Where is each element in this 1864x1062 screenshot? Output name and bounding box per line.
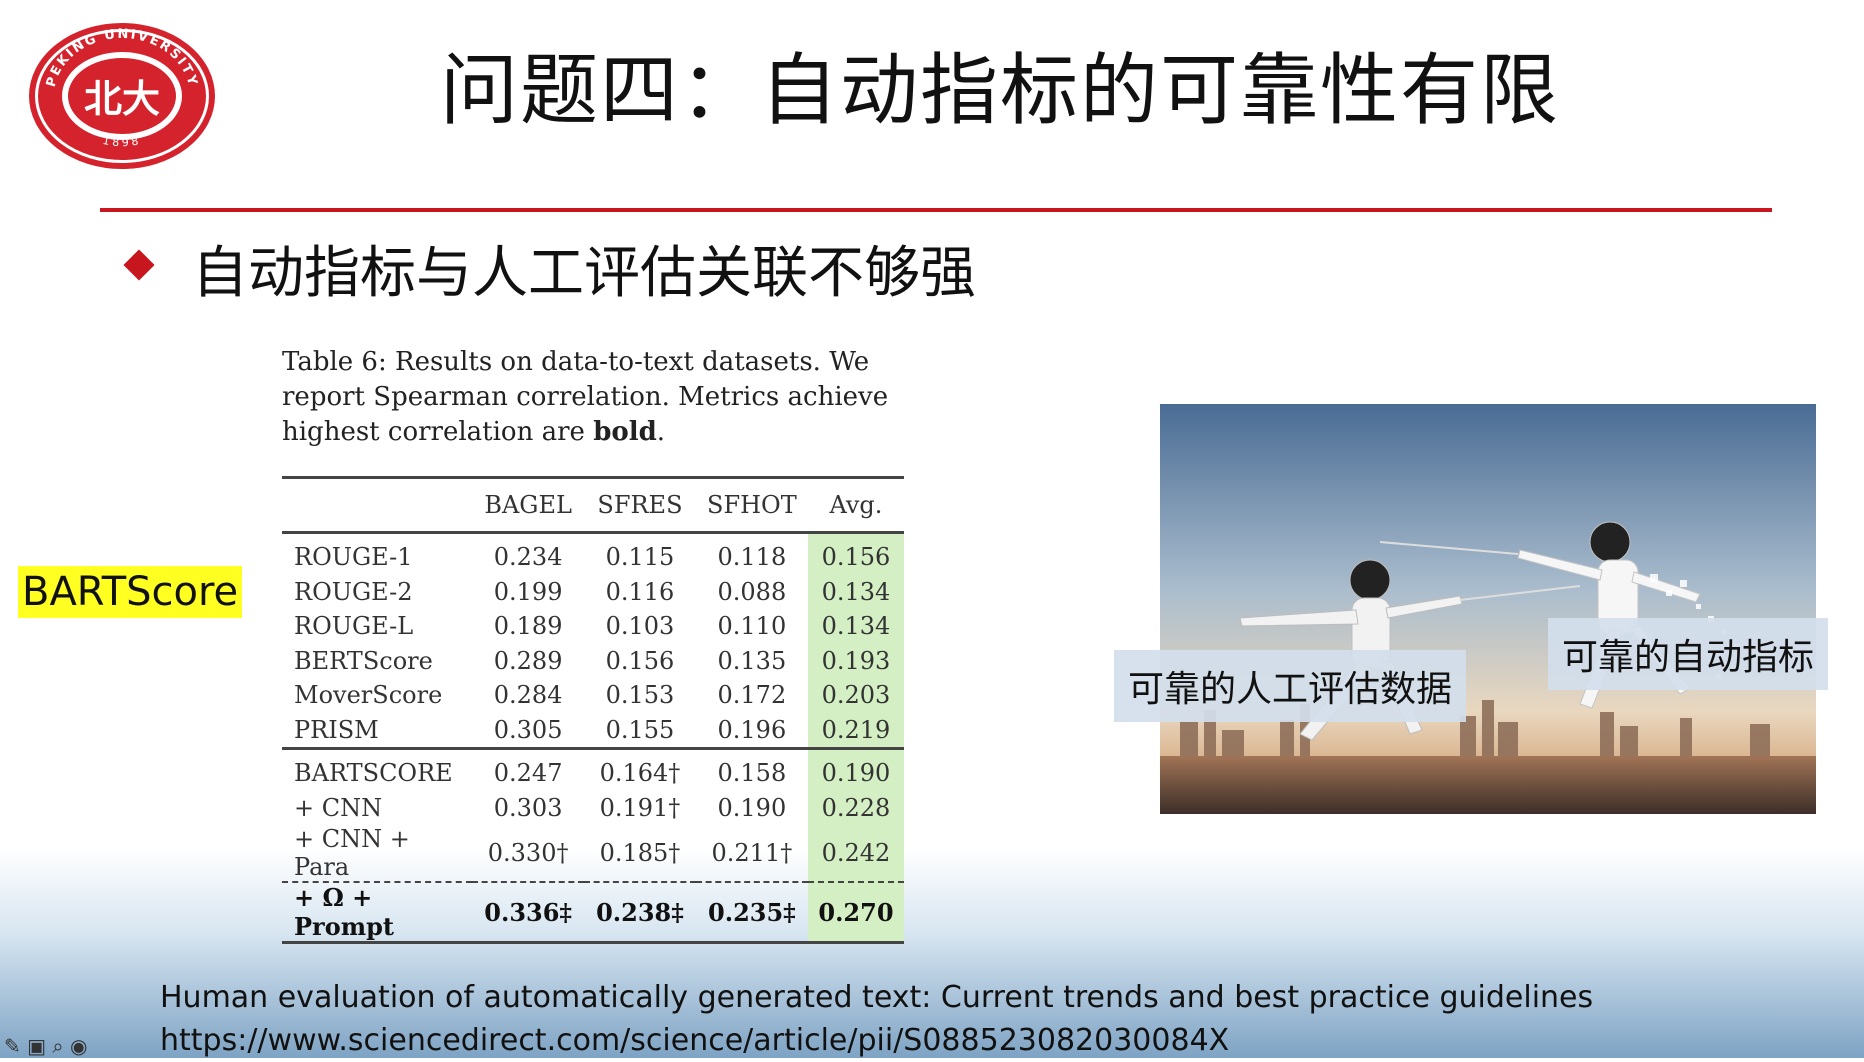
sfhot-value: 0.118	[717, 543, 787, 572]
reference-title: Human evaluation of automatically genera…	[160, 980, 1594, 1015]
bagel-value: 0.284	[493, 681, 563, 710]
table-row: BERTScore 0.289 0.156 0.135 0.193	[282, 643, 904, 678]
table-row: ROUGE-2 0.199 0.116 0.088 0.134	[282, 574, 904, 609]
sfhot-value: 0.135	[717, 646, 787, 675]
table-header-row: BAGEL SFRES SFHOT Avg.	[282, 476, 904, 534]
avg-value: 0.219	[807, 712, 904, 749]
header-empty	[282, 476, 473, 534]
sfhot-value: 0.172	[717, 681, 787, 710]
table-row: + CNN 0.303 0.191† 0.190 0.228	[282, 790, 904, 825]
bullet-text: 自动指标与人工评估关联不够强	[192, 241, 976, 306]
slide-title: 问题四：自动指标的可靠性有限	[440, 46, 1561, 136]
bagel-value: 0.199	[493, 577, 563, 606]
avg-value: 0.228	[807, 790, 904, 825]
label-human-eval: 可靠的人工评估数据	[1114, 650, 1467, 722]
logo-center-glyph: 北大	[84, 77, 160, 121]
metric-name: ROUGE-1	[294, 543, 413, 572]
sfhot-value: 0.190	[717, 793, 787, 822]
label-auto-metric: 可靠的自动指标	[1548, 618, 1829, 690]
sfhot-value: 0.158	[695, 747, 808, 791]
metric-name: BERTScore	[294, 646, 433, 675]
sfres-value: 0.164†	[584, 747, 696, 791]
avg-value: 0.203	[807, 678, 904, 713]
bagel-value: 0.303	[493, 793, 563, 822]
header-sfres: SFRES	[584, 476, 696, 534]
bagel-value: 0.234	[493, 543, 563, 572]
table-row: + CNN + Para 0.330† 0.185† 0.211† 0.242	[282, 825, 904, 883]
bagel-value: 0.336‡	[472, 882, 585, 944]
sfhot-value: 0.196	[717, 715, 787, 744]
metric-name: + Ω + Prompt	[282, 882, 473, 944]
bagel-value: 0.330†	[472, 825, 585, 883]
sfres-value: 0.153	[605, 681, 675, 710]
header-avg: Avg.	[807, 476, 904, 534]
sfhot-value: 0.235‡	[695, 882, 808, 944]
header-bagel: BAGEL	[472, 476, 585, 534]
bagel-value: 0.305	[493, 715, 563, 744]
image-icon[interactable]: ▣	[27, 1034, 47, 1058]
sfres-value: 0.115	[605, 543, 675, 572]
table-caption: Table 6: Results on data-to-text dataset…	[282, 345, 912, 450]
player-toolbar: ✎ ▣ ⌕ ◉	[4, 1034, 87, 1058]
sfres-value: 0.155	[605, 715, 675, 744]
header-sfhot: SFHOT	[695, 476, 808, 534]
bagel-value: 0.247	[472, 747, 585, 791]
metric-name: ROUGE-2	[294, 577, 413, 606]
sfhot-value: 0.088	[717, 577, 787, 606]
university-logo: PEKING UNIVERSITY 1898 北大	[24, 20, 220, 172]
reference-citation: Human evaluation of automatically genera…	[160, 976, 1593, 1062]
metric-name: + CNN + Para	[282, 825, 473, 883]
caption-text: Table 6: Results on data-to-text dataset…	[282, 347, 889, 447]
sfres-value: 0.185†	[584, 825, 696, 883]
bartscore-highlight-tag: BARTScore	[18, 566, 243, 618]
fencing-photo	[1160, 404, 1816, 814]
sfres-value: 0.191†	[599, 793, 681, 822]
results-table: BAGEL SFRES SFHOT Avg. ROUGE-1 0.234 0.1…	[282, 476, 904, 944]
metric-name: PRISM	[294, 715, 379, 744]
title-divider	[100, 208, 1772, 212]
avg-value: 0.190	[807, 747, 904, 791]
bullet-diamond-icon	[123, 249, 155, 281]
zoom-icon[interactable]: ⌕	[52, 1034, 64, 1058]
avg-value: 0.134	[807, 609, 904, 644]
metric-name: BARTSCORE	[282, 747, 473, 791]
metric-name: + CNN	[294, 793, 383, 822]
play-icon[interactable]: ◉	[69, 1034, 88, 1058]
caption-bold: bold	[593, 417, 657, 447]
avg-value: 0.193	[807, 643, 904, 678]
bagel-value: 0.289	[493, 646, 563, 675]
sfres-value: 0.156	[605, 646, 675, 675]
bagel-value: 0.189	[493, 612, 563, 641]
table-row: ROUGE-L 0.189 0.103 0.110 0.134	[282, 609, 904, 644]
metric-name: ROUGE-L	[294, 612, 414, 641]
logo-year: 1898	[102, 134, 140, 149]
metric-name: MoverScore	[294, 681, 443, 710]
sfhot-value: 0.211†	[695, 825, 808, 883]
pen-icon[interactable]: ✎	[4, 1034, 21, 1058]
table-row: + Ω + Prompt 0.336‡ 0.238‡ 0.235‡ 0.270	[282, 882, 904, 944]
reference-url[interactable]: https://www.sciencedirect.com/science/ar…	[160, 1023, 1230, 1058]
svg-text:1898: 1898	[102, 134, 143, 149]
table-row: MoverScore 0.284 0.153 0.172 0.203	[282, 678, 904, 713]
table-row: PRISM 0.305 0.155 0.196 0.219	[282, 712, 904, 749]
sfres-value: 0.238‡	[584, 882, 696, 944]
caption-end: .	[656, 417, 666, 447]
table-row: ROUGE-1 0.234 0.115 0.118 0.156	[282, 532, 904, 575]
avg-value: 0.242	[807, 825, 904, 883]
avg-value: 0.156	[807, 532, 904, 575]
sfres-value: 0.116	[605, 577, 675, 606]
avg-value: 0.270	[807, 882, 904, 944]
avg-value: 0.134	[807, 574, 904, 609]
sfres-value: 0.103	[605, 612, 675, 641]
table-row: BARTSCORE 0.247 0.164† 0.158 0.190	[282, 747, 904, 791]
sfhot-value: 0.110	[717, 612, 787, 641]
